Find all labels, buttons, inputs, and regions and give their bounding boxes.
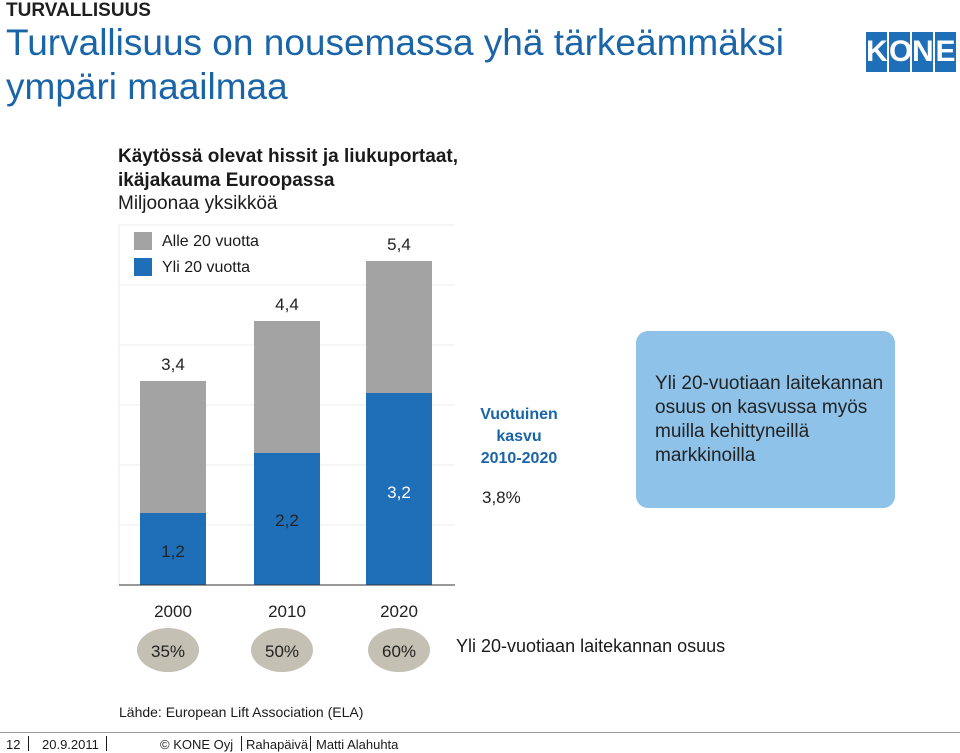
footer-separator [241, 736, 242, 751]
section-label: TURVALLISUUS [6, 0, 151, 21]
share-circle-2020 [368, 628, 430, 672]
chart-subtitle: Miljoonaa yksikköä [118, 193, 278, 214]
page-title-line-1: Turvallisuus on nousemassa yhä tärkeämmä… [6, 22, 785, 63]
legend-swatch-over-20 [134, 258, 152, 276]
share-label-2020: 60% [382, 642, 416, 661]
footer-presenter: Matti Alahuhta [316, 737, 399, 752]
callout-box [636, 331, 895, 508]
logo-letter-k: K [866, 32, 888, 72]
footer-page-number: 12 [6, 737, 21, 752]
bar-over-20-2020 [366, 393, 432, 585]
chart-title-line-2: ikäjakauma Euroopassa [118, 170, 335, 191]
total-label-2000: 3,4 [161, 355, 185, 374]
total-label-2020: 5,4 [387, 235, 411, 254]
footer-event: Rahapäivä [246, 737, 309, 752]
total-label-2010: 4,4 [275, 295, 299, 314]
callout-text: Yli 20-vuotiaan laitekannan osuus on kas… [655, 373, 884, 466]
share-circle-2000 [137, 628, 199, 672]
bar-under-20-2000 [140, 381, 206, 513]
footer: 12 20.9.2011 © KONE Oyj Rahapäivä Matti … [0, 733, 960, 753]
bar-under-20-2010 [254, 321, 320, 453]
value-label-over-20-2000: 1,2 [161, 542, 185, 561]
x-tick-label-2010: 2010 [268, 602, 306, 621]
footer-separator [310, 736, 311, 751]
growth-label-line-3: 2010-2020 [480, 450, 558, 467]
growth-label-line-1: Vuotuinen [480, 406, 558, 423]
legend-label-under-20: Alle 20 vuotta [162, 233, 259, 250]
footer-date: 20.9.2011 [42, 737, 99, 752]
x-tick-label-2000: 2000 [154, 602, 192, 621]
growth-label-line-2: kasvu [496, 428, 542, 445]
page-title-line-2: ympäri maailmaa [6, 66, 288, 107]
value-label-over-20-2020: 3,2 [387, 483, 411, 502]
kone-logo: K O N E [866, 30, 958, 74]
footer-company: © KONE Oyj [160, 737, 234, 752]
footer-divider [0, 732, 960, 733]
bar-under-20-2020 [366, 261, 432, 393]
share-caption: Yli 20-vuotiaan laitekannan osuus [456, 636, 726, 656]
legend-swatch-under-20 [134, 232, 152, 250]
logo-letter-n: N [912, 32, 934, 72]
chart-title-line-1: Käytössä olevat hissit ja liukuportaat, [118, 146, 458, 167]
bar-over-20-2000 [140, 513, 206, 585]
footer-separator [28, 736, 29, 751]
share-label-2010: 50% [265, 642, 299, 661]
legend-label-over-20: Yli 20 vuotta [162, 259, 251, 276]
bar-over-20-2010 [254, 453, 320, 585]
footer-separator [106, 736, 107, 751]
source-note: Lähde: European Lift Association (ELA) [119, 704, 364, 720]
logo-letter-e: E [935, 32, 956, 72]
share-label-2000: 35% [151, 642, 185, 661]
share-circle-2010 [251, 628, 313, 672]
logo-letter-o: O [889, 32, 912, 72]
growth-value: 3,8% [482, 488, 521, 507]
x-tick-label-2020: 2020 [380, 602, 418, 621]
value-label-over-20-2010: 2,2 [275, 511, 299, 530]
